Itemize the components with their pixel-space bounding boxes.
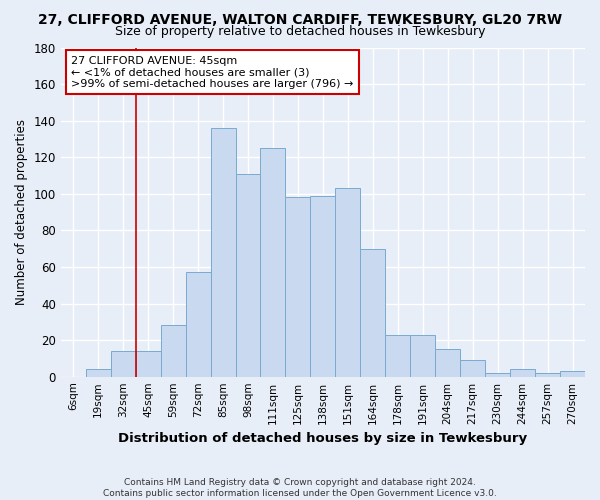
Bar bbox=[361, 248, 385, 376]
Bar bbox=[211, 128, 236, 376]
Y-axis label: Number of detached properties: Number of detached properties bbox=[15, 119, 28, 305]
Text: 27 CLIFFORD AVENUE: 45sqm
← <1% of detached houses are smaller (3)
>99% of semi-: 27 CLIFFORD AVENUE: 45sqm ← <1% of detac… bbox=[71, 56, 353, 89]
Bar bbox=[310, 196, 335, 376]
Bar bbox=[136, 351, 161, 376]
Bar bbox=[161, 326, 185, 376]
Bar bbox=[410, 334, 435, 376]
Bar bbox=[335, 188, 361, 376]
Text: 27, CLIFFORD AVENUE, WALTON CARDIFF, TEWKESBURY, GL20 7RW: 27, CLIFFORD AVENUE, WALTON CARDIFF, TEW… bbox=[38, 12, 562, 26]
Bar bbox=[111, 351, 136, 376]
Bar bbox=[185, 272, 211, 376]
Bar bbox=[535, 373, 560, 376]
Bar bbox=[260, 148, 286, 376]
X-axis label: Distribution of detached houses by size in Tewkesbury: Distribution of detached houses by size … bbox=[118, 432, 527, 445]
Bar bbox=[560, 371, 585, 376]
Bar bbox=[385, 334, 410, 376]
Text: Size of property relative to detached houses in Tewkesbury: Size of property relative to detached ho… bbox=[115, 25, 485, 38]
Text: Contains HM Land Registry data © Crown copyright and database right 2024.
Contai: Contains HM Land Registry data © Crown c… bbox=[103, 478, 497, 498]
Bar bbox=[236, 174, 260, 376]
Bar bbox=[485, 373, 510, 376]
Bar bbox=[510, 370, 535, 376]
Bar bbox=[86, 370, 111, 376]
Bar bbox=[460, 360, 485, 376]
Bar bbox=[435, 349, 460, 376]
Bar bbox=[286, 198, 310, 376]
